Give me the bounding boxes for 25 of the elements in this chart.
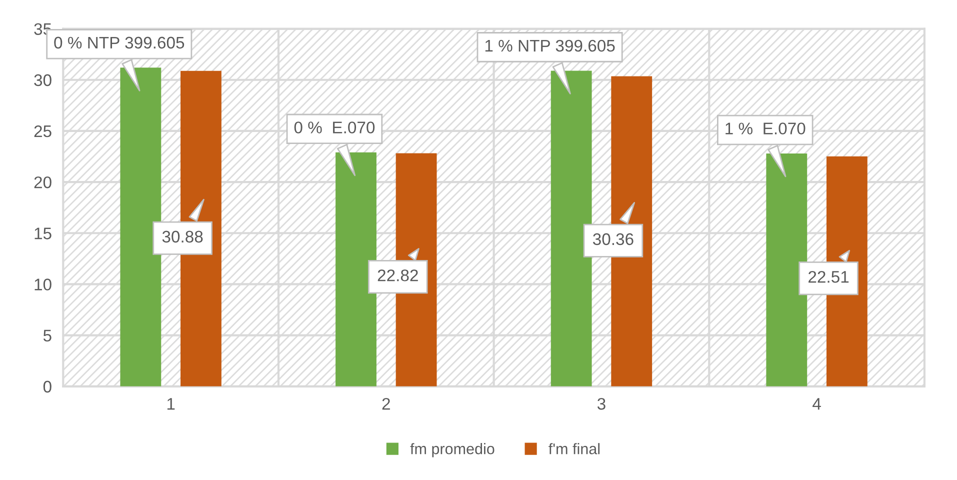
annotation: 1 % NTP 399.605 <box>485 40 615 52</box>
x-tick-label: 2 <box>382 398 390 410</box>
data-label: 22.82 <box>378 269 418 282</box>
y-tick-label: 0 <box>43 380 52 393</box>
y-tick-label: 25 <box>34 125 52 138</box>
x-tick-label: 3 <box>597 398 606 410</box>
annotation: 0 % NTP 399.605 <box>54 36 184 49</box>
x-tick-label: 1 <box>167 398 175 410</box>
x-tick-label: 4 <box>812 398 821 410</box>
bar <box>120 68 162 386</box>
legend-label: f'm final <box>548 443 600 454</box>
data-label: 30.88 <box>162 230 203 243</box>
annotation: 1 % E.070 <box>726 122 806 134</box>
bar <box>766 153 808 386</box>
data-label: 30.36 <box>592 233 634 246</box>
y-tick-label: 15 <box>34 228 52 240</box>
annotation: 0 % E.070 <box>294 122 375 134</box>
y-tick-label: 30 <box>34 74 52 86</box>
y-tick-label: 10 <box>34 278 52 290</box>
legend-label: fm promedio <box>410 443 494 458</box>
y-tick-label: 5 <box>43 330 52 342</box>
y-tick-label: 20 <box>34 176 52 188</box>
bar <box>550 70 592 386</box>
bar <box>336 152 376 386</box>
data-label: 22.51 <box>808 270 849 283</box>
